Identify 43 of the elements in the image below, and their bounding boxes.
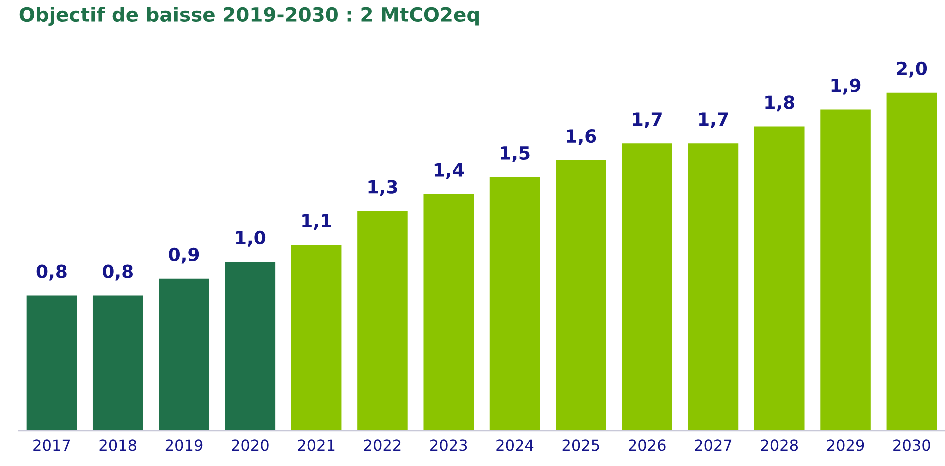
data-label: 1,1 <box>302 214 332 230</box>
data-label: 1,3 <box>368 180 398 196</box>
bar <box>159 278 210 432</box>
bar <box>424 194 474 432</box>
bar <box>26 296 78 432</box>
data-label: 1,9 <box>832 78 861 95</box>
x-tick-label: 2019 <box>166 440 203 452</box>
x-tick-label: 2024 <box>496 440 534 452</box>
x-tick-label: 2028 <box>761 440 798 452</box>
data-label: 1,0 <box>236 230 266 247</box>
data-label: 1,5 <box>501 146 530 162</box>
chart-title: Objectif de baisse 2019-2030 : 2 MtCO2eq <box>20 6 479 26</box>
data-label: 1,7 <box>633 112 662 129</box>
bar <box>92 296 144 432</box>
data-label: 1,7 <box>700 112 728 129</box>
x-tick-label: 2026 <box>629 440 666 452</box>
x-tick-label: 2020 <box>232 440 269 452</box>
x-tick-label: 2025 <box>562 440 600 452</box>
bar <box>291 245 342 432</box>
bar <box>358 211 408 432</box>
x-tick-label: 2018 <box>100 440 137 452</box>
data-label: 0,8 <box>36 264 67 281</box>
data-label: 1,4 <box>434 164 464 180</box>
x-tick-label: 2022 <box>364 440 401 452</box>
x-tick-label: 2029 <box>827 440 864 452</box>
data-label: 1,8 <box>766 96 794 112</box>
data-label: 1,6 <box>567 129 596 146</box>
bar <box>820 110 871 432</box>
bar <box>490 177 540 432</box>
x-tick-label: 2027 <box>695 440 732 452</box>
bar <box>225 262 276 432</box>
data-label: 2,0 <box>897 62 928 78</box>
x-tick-label: 2017 <box>34 440 70 452</box>
x-tick-label: 2030 <box>894 440 930 452</box>
bar <box>754 126 805 432</box>
data-label: 0,8 <box>102 264 133 281</box>
bar <box>688 144 739 432</box>
x-tick-label: 2021 <box>298 440 335 452</box>
x-tick-label: 2023 <box>430 440 468 452</box>
data-label: 0,9 <box>169 248 200 264</box>
bar <box>556 160 606 432</box>
bar <box>622 144 672 432</box>
bar <box>886 92 938 432</box>
